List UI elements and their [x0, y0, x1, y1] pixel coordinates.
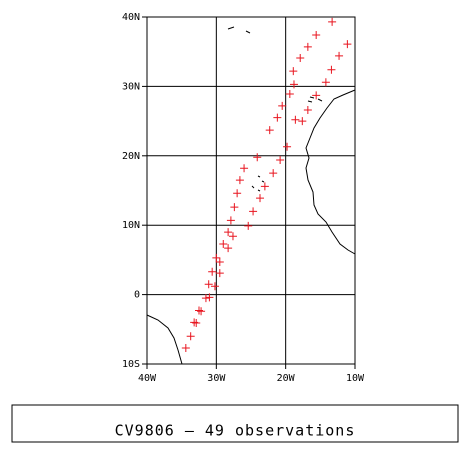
- observation-marker: [219, 239, 228, 248]
- observation-marker: [256, 194, 265, 203]
- observation-marker: [312, 31, 321, 40]
- observation-marker: [235, 176, 244, 185]
- observation-marker: [204, 280, 213, 289]
- x-tick-label: 20W: [277, 373, 296, 384]
- observation-marker: [233, 189, 242, 198]
- observation-marker: [289, 67, 298, 76]
- y-tick-label: 10S: [122, 359, 140, 370]
- observation-marker: [253, 153, 262, 162]
- plot-frame: [146, 16, 356, 365]
- observation-marker: [273, 113, 282, 122]
- observation-marker: [215, 269, 224, 278]
- y-tick-label: 10N: [122, 220, 140, 231]
- observation-marker: [285, 90, 294, 99]
- observation-marker: [260, 182, 269, 191]
- y-tick-label: 20N: [122, 151, 140, 162]
- south-america-coast: [146, 314, 183, 365]
- x-tick-label: 30W: [207, 373, 226, 384]
- observation-marker: [335, 51, 344, 60]
- caption: CV9806 — 49 observations: [115, 422, 356, 440]
- observation-marker: [212, 253, 221, 262]
- observation-marker: [205, 293, 214, 302]
- observation-marker: [224, 228, 233, 237]
- observation-marker: [215, 257, 224, 266]
- coastlines: [146, 26, 356, 365]
- x-tick-label: 10W: [346, 373, 365, 384]
- y-tick-label: 40N: [122, 12, 140, 23]
- observation-marker: [208, 267, 217, 276]
- observation-marker: [195, 306, 203, 315]
- observation-marker: [224, 244, 233, 253]
- observation-marker: [276, 155, 285, 164]
- observation-marker: [186, 332, 195, 341]
- observation-marker: [303, 105, 312, 114]
- observation-marker: [190, 318, 199, 327]
- y-tick-label: 0: [134, 290, 140, 301]
- observation-marker: [192, 319, 201, 328]
- caption-box: [11, 404, 459, 443]
- observation-marker: [291, 115, 300, 124]
- observation-marker: [327, 65, 336, 74]
- x-tick-label: 40W: [138, 373, 157, 384]
- observation-marker: [197, 307, 206, 316]
- observation-marker: [312, 91, 321, 100]
- observation-marker: [181, 344, 190, 353]
- observation-marker: [265, 126, 274, 135]
- observation-marker: [269, 169, 278, 178]
- observation-marker: [296, 53, 305, 62]
- azores: [227, 26, 251, 34]
- observation-marker: [210, 282, 219, 291]
- observation-marker: [226, 216, 235, 225]
- observation-marker: [244, 221, 253, 230]
- observation-marker: [278, 101, 287, 110]
- observation-marker: [228, 232, 237, 241]
- observation-marker: [240, 164, 249, 173]
- observation-marker: [201, 294, 210, 303]
- observation-marker: [328, 17, 337, 26]
- canary-islands: [307, 96, 323, 103]
- observation-marker: [343, 40, 352, 49]
- observation-marker: [283, 142, 292, 151]
- observation-marker: [298, 117, 307, 126]
- cape-verde: [251, 175, 265, 192]
- observation-marker: [230, 203, 239, 212]
- observation-marker: [249, 207, 258, 216]
- observation-marker: [321, 78, 330, 87]
- observation-marker: [289, 80, 298, 89]
- observation-marker: [303, 42, 312, 51]
- y-tick-label: 30N: [122, 81, 140, 92]
- africa-coast: [305, 89, 356, 255]
